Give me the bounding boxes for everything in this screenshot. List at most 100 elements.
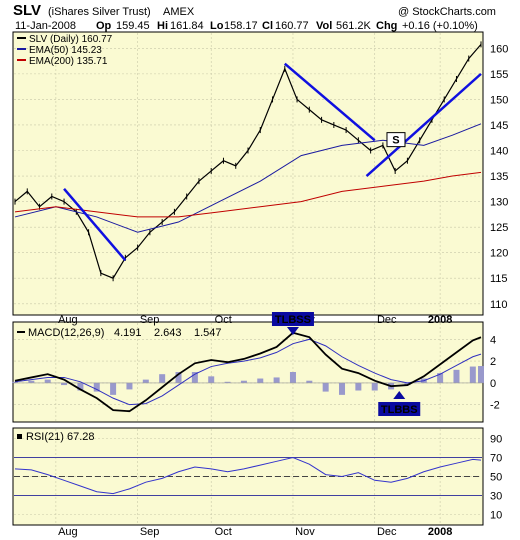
macd-series	[12, 331, 484, 413]
y-tick-label: 125	[490, 222, 508, 234]
legend-label: 1.547	[194, 327, 222, 339]
y-tick-label: 0	[490, 378, 496, 390]
y-tick-label: 70	[490, 453, 502, 465]
series-line-ema-200-	[14, 171, 482, 218]
arrow-down-icon	[286, 327, 299, 335]
histogram-bar	[12, 381, 18, 383]
close-value: 160.77	[275, 20, 309, 32]
x-tick-label: 2008	[428, 526, 452, 538]
trendline	[63, 188, 127, 262]
high-value: 161.84	[170, 20, 204, 32]
x-tick-label: Dec	[377, 314, 397, 326]
annotation-box	[271, 312, 314, 326]
y-tick-label: 160	[490, 43, 508, 55]
rsi-series	[14, 456, 482, 496]
annotation-label: TLBBS	[381, 404, 418, 416]
y-tick-label: 30	[490, 491, 502, 503]
x-tick-label: Sep	[140, 526, 160, 538]
histogram-bar	[469, 366, 476, 383]
annotation-box	[378, 402, 421, 416]
x-tick-label: Dec	[377, 526, 397, 538]
series-line-macd	[14, 331, 482, 413]
histogram-bar	[257, 378, 264, 383]
y-tick-label: 155	[490, 69, 508, 81]
y-tick-label: 135	[490, 171, 508, 183]
high-label: Hi	[157, 20, 168, 32]
x-tick-label: Sep	[140, 314, 160, 326]
y-tick-label: 2	[490, 356, 496, 368]
x-tick-label: Oct	[215, 314, 232, 326]
y-tick-label: 120	[490, 248, 508, 260]
price-series	[14, 41, 482, 282]
histogram-bar	[224, 381, 231, 383]
annotation-label: S	[392, 135, 399, 147]
macd-legend: MACD(12,26,9) 4.191 2.643 1.547	[17, 327, 222, 339]
date: 11-Jan-2008	[15, 20, 76, 32]
volume-label: Vol	[316, 20, 332, 32]
x-tick-label: Aug	[58, 526, 78, 538]
histogram-bar	[126, 382, 133, 390]
y-tick-label: 115	[490, 273, 508, 285]
price-panel	[12, 31, 484, 316]
series-line-ema-50-	[14, 123, 482, 233]
histogram-bar	[93, 382, 100, 392]
symbol: SLV	[13, 2, 41, 19]
annotation-box	[386, 132, 406, 148]
legend-label: EMA(50) 145.23	[29, 45, 102, 56]
legend-label: RSI(21) 67.28	[26, 431, 94, 443]
histogram-bar	[289, 372, 296, 383]
change-label: Chg	[376, 20, 397, 32]
histogram-bar	[437, 373, 444, 383]
histogram-bar	[175, 372, 182, 383]
histogram-bar	[77, 382, 84, 391]
security-name: (iShares Silver Trust)	[48, 6, 151, 18]
histogram-bar	[339, 382, 346, 395]
price-y-axis: 110 115 120 125 130 135 140 145 150 155 160	[490, 43, 508, 310]
histogram-bar	[240, 380, 247, 383]
x-tick-label: Nov	[295, 526, 315, 538]
y-tick-label: 10	[490, 510, 502, 522]
histogram-bar	[61, 382, 68, 386]
histogram-bar	[142, 379, 149, 383]
open-label: Op	[96, 20, 112, 32]
histogram-bar	[159, 374, 166, 383]
annotations: S TLBSS TLBBS	[271, 132, 421, 416]
x-tick-label: 2008	[428, 314, 452, 326]
legend-label: SLV (Daily) 160.77	[29, 34, 113, 45]
histogram-bar	[306, 380, 313, 383]
y-tick-label: 130	[490, 197, 508, 209]
histogram-bar	[208, 376, 215, 383]
y-tick-label: 110	[490, 299, 508, 311]
histogram-bar	[322, 382, 329, 392]
y-tick-label: 90	[490, 434, 502, 446]
exchange: AMEX	[163, 6, 195, 18]
histogram-bar	[371, 382, 378, 391]
arrow-up-icon	[393, 391, 406, 399]
volume-value: 561.2K	[336, 20, 372, 32]
x-tick-label: Oct	[215, 526, 232, 538]
ohlc-row: 11-Jan-2008 Op 159.45 Hi 161.84 Lo 158.1…	[15, 20, 478, 32]
histogram-bar	[453, 369, 460, 383]
x-tick-label: Aug	[58, 314, 78, 326]
histogram-bar	[355, 382, 362, 391]
y-tick-label: 150	[490, 94, 508, 106]
histogram-bar	[478, 366, 484, 383]
y-tick-label: 145	[490, 120, 508, 132]
change-value: +0.16 (+0.10%)	[402, 20, 478, 32]
histogram-bar	[404, 382, 411, 386]
rsi-y-axis: 10 30 50 70 90	[490, 434, 502, 522]
legend-label: 2.643	[154, 327, 182, 339]
legend-label: MACD(12,26,9)	[28, 327, 104, 339]
y-tick-label: -2	[490, 400, 500, 412]
histogram-bar	[44, 379, 51, 383]
histogram-bar	[191, 372, 198, 383]
y-tick-label: 140	[490, 146, 508, 158]
macd-y-axis: -2 0 2 4	[490, 334, 500, 411]
histogram-bar	[273, 377, 280, 383]
low-value: 158.17	[224, 20, 258, 32]
legend-label: 4.191	[114, 327, 142, 339]
series-line-rsi	[14, 456, 482, 495]
histogram-bar	[28, 380, 35, 383]
